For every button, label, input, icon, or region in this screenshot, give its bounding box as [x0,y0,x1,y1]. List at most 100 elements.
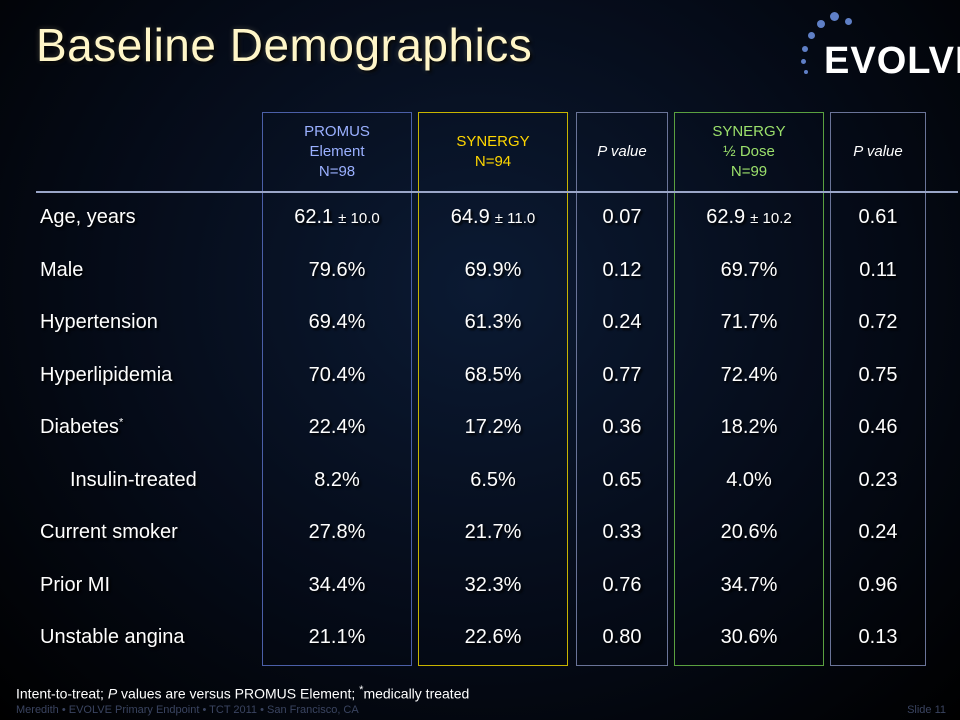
cell-value: 22.6% [464,626,522,648]
table-cell: 69.4% [262,311,412,334]
cell-value: 64.9 [450,206,490,228]
cell-value: 0.24 [858,521,898,543]
cell-value: 0.80 [602,626,642,648]
footnote: Intent-to-treat; P values are versus PRO… [16,684,469,702]
table-cell: 0.46 [830,416,926,439]
column-header-pvalue-2: P value [830,114,926,190]
header-line: P value [853,143,903,160]
table-cell: 6.5% [418,469,568,492]
cell-value: 34.4% [308,574,366,596]
table-cell: 0.13 [830,626,926,649]
row-label-text: Unstable angina [40,626,185,648]
cell-value: 17.2% [464,416,522,438]
table-cell: 8.2% [262,469,412,492]
table-cell: 0.24 [576,311,668,334]
cell-value: 21.7% [464,521,522,543]
column-box-pvalue-1 [576,112,668,666]
table-cell: 0.96 [830,574,926,597]
header-divider [36,191,958,193]
column-box-pvalue-2 [830,112,926,666]
cell-value: 62.1 [294,206,334,228]
table-cell: 0.24 [830,521,926,544]
table-cell: 68.5% [418,364,568,387]
table-cell: 0.23 [830,469,926,492]
cell-value: 0.24 [602,311,642,333]
row-label: Age, years [40,206,136,229]
logo-dot [802,46,808,52]
row-label: Hypertension [40,311,158,334]
cell-value: 34.7% [720,574,778,596]
cell-value: 0.72 [858,311,898,333]
cell-value: 0.11 [859,259,897,281]
cell-value: 0.33 [602,521,642,543]
table-cell: 0.80 [576,626,668,649]
row-label: Diabetes* [40,416,123,439]
table-cell: 0.76 [576,574,668,597]
logo-dot [817,20,825,28]
column-header-synergy: SYNERGY N=94 [418,114,568,190]
cell-sd: ± 10.0 [338,210,380,227]
footnote-text: medically treated [363,685,470,702]
cell-value: 0.61 [858,206,898,228]
header-line: P value [597,143,647,160]
cell-value: 61.3% [464,311,522,333]
slide-title: Baseline Demographics [36,19,533,71]
header-line: N=98 [318,163,356,180]
cell-value: 71.7% [720,311,778,333]
row-label-text: Prior MI [40,574,110,596]
cell-value: 62.9 [706,206,746,228]
table-cell: 32.3% [418,574,568,597]
slide-number: Slide 11 [907,704,946,716]
table-cell: 21.7% [418,521,568,544]
row-label-text: Hypertension [40,311,158,333]
cell-value: 69.4% [308,311,366,333]
cell-value: 30.6% [720,626,778,648]
table-cell: 79.6% [262,259,412,282]
table-cell: 22.6% [418,626,568,649]
table-cell: 62.1 ± 10.0 [262,206,412,229]
cell-sd: ± 10.2 [750,210,792,227]
table-cell: 64.9 ± 11.0 [418,206,568,229]
cell-sd: ± 11.0 [494,210,536,227]
table-cell: 0.72 [830,311,926,334]
table-cell: 72.4% [674,364,824,387]
header-line: SYNERGY [712,123,786,140]
cell-value: 0.75 [858,364,898,386]
row-label: Insulin-treated [70,469,197,492]
table-cell: 18.2% [674,416,824,439]
table-cell: 62.9 ± 10.2 [674,206,824,229]
cell-value: 0.96 [858,574,898,596]
logo-dot [801,59,806,64]
row-label: Hyperlipidemia [40,364,172,387]
row-label-text: Diabetes [40,416,119,438]
header-line: N=94 [474,153,512,170]
table-cell: 0.33 [576,521,668,544]
column-box-synergy [418,112,568,666]
cell-value: 0.76 [602,574,642,596]
table-cell: 0.36 [576,416,668,439]
column-header-promus: PROMUS Element N=98 [262,114,412,190]
table-cell: 17.2% [418,416,568,439]
column-header-synergy-half: SYNERGY ½ Dose N=99 [674,114,824,190]
logo-dot [804,70,808,74]
table-cell: 69.7% [674,259,824,282]
cell-value: 0.13 [858,626,898,648]
cell-value: 18.2% [720,416,778,438]
table-cell: 61.3% [418,311,568,334]
cell-value: 0.36 [602,416,642,438]
cell-value: 32.3% [464,574,522,596]
row-label-text: Current smoker [40,521,178,543]
cell-value: 6.5% [470,469,516,491]
row-label: Unstable angina [40,626,185,649]
cell-value: 22.4% [308,416,366,438]
column-header-pvalue-1: P value [576,114,668,190]
cell-value: 68.5% [464,364,522,386]
table-cell: 0.65 [576,469,668,492]
cell-value: 79.6% [308,259,366,281]
table-cell: 22.4% [262,416,412,439]
evolve-logo: EVOLVE [790,6,960,86]
footnote-italic: P [107,685,118,702]
table-cell: 70.4% [262,364,412,387]
table-cell: 27.8% [262,521,412,544]
cell-value: 0.07 [602,206,642,228]
